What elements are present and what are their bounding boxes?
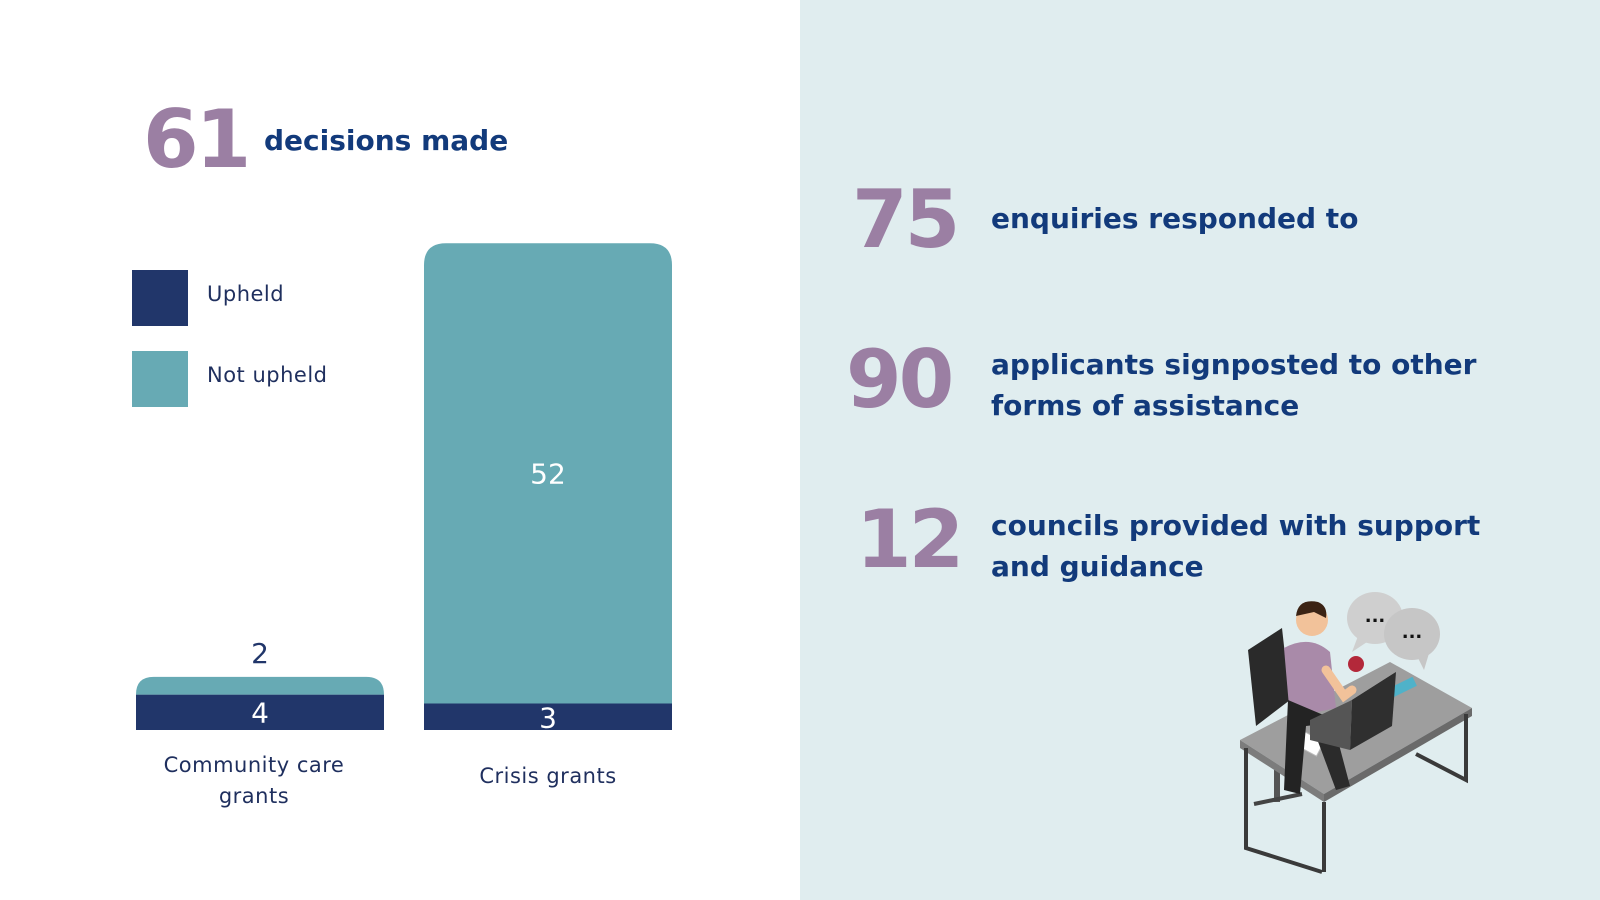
legend-swatch-upheld xyxy=(132,270,188,326)
stat-text-applicants: applicants signposted to other forms of … xyxy=(991,344,1476,426)
decisions-label: decisions made xyxy=(264,124,509,157)
stat-text-line: and guidance xyxy=(991,550,1204,583)
category-tick-label: Community care xyxy=(164,753,345,777)
speech-bubble-text: ... xyxy=(1365,606,1386,627)
stacked-bar-chart: 4 2 Community care grants 3 52 Crisis grants xyxy=(136,243,672,808)
stat-text-line: councils provided with support xyxy=(991,509,1481,542)
bar-segment-not-upheld xyxy=(424,243,672,704)
person-at-desk-with-laptop-icon: ... ... xyxy=(1240,592,1472,874)
stat-number-applicants: 90 xyxy=(846,333,954,426)
stat-text-line: enquiries responded to xyxy=(991,202,1359,235)
speech-bubble-text: ... xyxy=(1402,622,1423,643)
bar-segment-upheld xyxy=(424,703,672,730)
bar-segment-not-upheld xyxy=(136,676,384,695)
stat-text-councils: councils provided with support and guida… xyxy=(991,505,1480,587)
data-label: 3 xyxy=(539,702,557,735)
decisions-count: 61 xyxy=(143,93,251,186)
category-tick-label: Crisis grants xyxy=(479,764,616,788)
stat-text-line: applicants signposted to other xyxy=(991,348,1477,381)
office-chair-icon xyxy=(1248,628,1303,806)
stat-text-line: forms of assistance xyxy=(991,389,1300,422)
category-tick-label: grants xyxy=(219,784,289,808)
stat-text-enquiries: enquiries responded to xyxy=(991,198,1358,239)
legend-label-not-upheld: Not upheld xyxy=(207,363,328,387)
stat-number-enquiries: 75 xyxy=(852,173,960,266)
laptop-icon xyxy=(1310,672,1396,750)
bar-segment-upheld xyxy=(136,694,384,730)
legend-label-upheld: Upheld xyxy=(207,282,285,306)
data-label: 4 xyxy=(251,696,269,729)
left-panel: 61 decisions made Upheld Not upheld 4 2 Co… xyxy=(132,93,672,808)
legend-swatch-not-upheld xyxy=(132,351,188,407)
data-label: 52 xyxy=(530,457,566,490)
data-label: 2 xyxy=(251,637,269,670)
speech-bubble-icon: ... xyxy=(1384,608,1440,670)
stat-number-councils: 12 xyxy=(856,493,964,586)
